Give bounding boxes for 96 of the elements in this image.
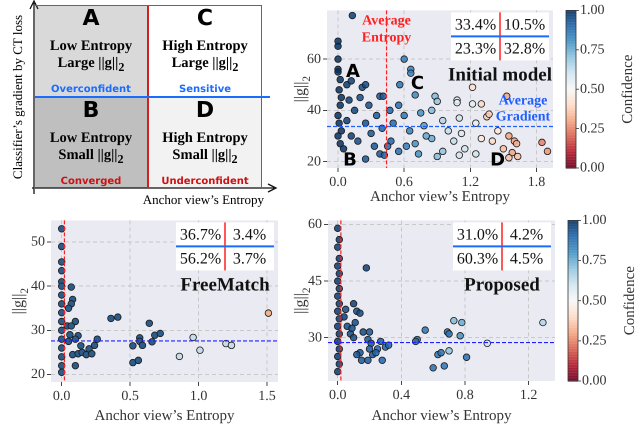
point	[146, 320, 154, 327]
color-bar-label: 0.25	[580, 121, 604, 136]
point	[189, 334, 197, 342]
annotation: 32.8%	[504, 40, 546, 58]
x-axis-title: Anchor view’s Entropy	[94, 408, 235, 424]
x-tick-label: 0.0	[328, 388, 346, 404]
point	[68, 283, 75, 291]
point	[72, 318, 80, 326]
color-bar-label: 0.00	[582, 374, 606, 389]
x-tick-label: 1.2	[462, 175, 480, 190]
annotation: 36.7%	[180, 226, 222, 244]
ref-line-label: Average Entropy	[362, 13, 412, 46]
point	[134, 356, 142, 364]
point	[77, 342, 85, 350]
text: Anchor view’s Entropy	[142, 192, 264, 208]
point	[58, 282, 66, 290]
point	[72, 335, 80, 343]
color-bar-title: Confidence	[622, 266, 635, 336]
y-tick-label: 60	[307, 52, 321, 67]
annotation: 10.5%	[504, 16, 546, 34]
text: Classifier’s gradient by CT loss	[10, 14, 26, 180]
x-tick-label: 0.4	[392, 388, 410, 404]
x-axis-title: Anchor view’s Entropy	[370, 188, 510, 205]
x-tick-label: 0.5	[121, 389, 139, 404]
x-axis-title: Anchor view’s Entropy	[372, 408, 512, 424]
text: Initial model	[448, 64, 552, 86]
annotation: 23.3%	[454, 40, 496, 58]
point	[90, 342, 98, 350]
color-bar-label: 0.75	[582, 253, 606, 268]
color-bar-label: 1.00	[580, 3, 604, 18]
annotation: 60.3%	[456, 250, 498, 268]
annotation: 33.4%	[454, 16, 496, 34]
point	[107, 314, 115, 322]
point	[138, 342, 146, 350]
point	[114, 313, 122, 321]
text: Proposed	[464, 274, 540, 296]
point	[58, 326, 66, 334]
ref-line-label: Average Gradient	[496, 93, 551, 124]
point	[68, 322, 75, 330]
x-tick-label: 0.0	[329, 175, 347, 190]
x-tick-label: 1.5	[258, 389, 276, 404]
point	[58, 258, 66, 266]
annotation: 4.5%	[510, 250, 544, 268]
color-bar-label: 0.50	[582, 293, 606, 308]
point	[64, 304, 72, 312]
annotation: C	[410, 73, 424, 94]
point	[228, 342, 236, 350]
point	[58, 353, 66, 361]
point	[129, 342, 137, 350]
point	[58, 318, 66, 326]
color-bar-label: 0.75	[580, 42, 604, 58]
y-tick-label: 50	[31, 234, 45, 250]
color-bar-label: 0.00	[580, 160, 604, 176]
y-tick-label: 20	[31, 367, 45, 382]
point	[66, 331, 74, 338]
y-tick-label: 40	[307, 103, 321, 118]
color-bar-label: 0.50	[580, 82, 604, 97]
point	[58, 368, 66, 376]
x-tick-label: 1.2	[520, 388, 538, 404]
x-tick-label: 0.8	[456, 388, 474, 404]
annotation: A	[346, 61, 360, 82]
annotation: 3.7%	[232, 250, 266, 268]
x-tick-label: 0.6	[395, 175, 413, 190]
y-tick-label: 30	[31, 323, 45, 338]
color-bar-title: Confidence	[620, 54, 635, 124]
color-bar-label: 0.25	[582, 334, 606, 349]
y-tick-label: 60	[308, 217, 322, 232]
point	[176, 352, 184, 360]
annotation: 3.4%	[232, 226, 266, 244]
point	[196, 346, 204, 354]
annotation: 4.2%	[510, 226, 544, 244]
point	[58, 267, 66, 274]
y-axis-title: ||g||2	[292, 76, 313, 102]
point	[156, 330, 164, 338]
annotation: D	[490, 150, 506, 171]
point	[58, 300, 66, 308]
y-axis-title: ||g||2	[10, 288, 31, 314]
y-tick-label: 40	[31, 278, 45, 294]
y-tick-label: 30	[308, 330, 322, 346]
x-tick-label: 0.0	[52, 389, 70, 404]
annotation: B	[343, 150, 357, 171]
point	[88, 350, 96, 358]
y-tick-label: 20	[307, 154, 321, 170]
point	[264, 309, 272, 317]
color-bar-label: 1.00	[582, 213, 606, 228]
y-axis-title: ||g||2	[292, 287, 313, 314]
x-tick-label: 1.8	[528, 175, 546, 190]
point	[58, 225, 66, 232]
text: FreeMatch	[180, 274, 270, 296]
y-tick-label: 45	[308, 274, 322, 289]
point	[94, 335, 101, 343]
point	[72, 362, 80, 370]
annotation: 31.0%	[456, 226, 498, 244]
point	[58, 308, 66, 316]
x-tick-label: 1.0	[190, 389, 208, 404]
annotation: 56.2%	[180, 250, 222, 268]
